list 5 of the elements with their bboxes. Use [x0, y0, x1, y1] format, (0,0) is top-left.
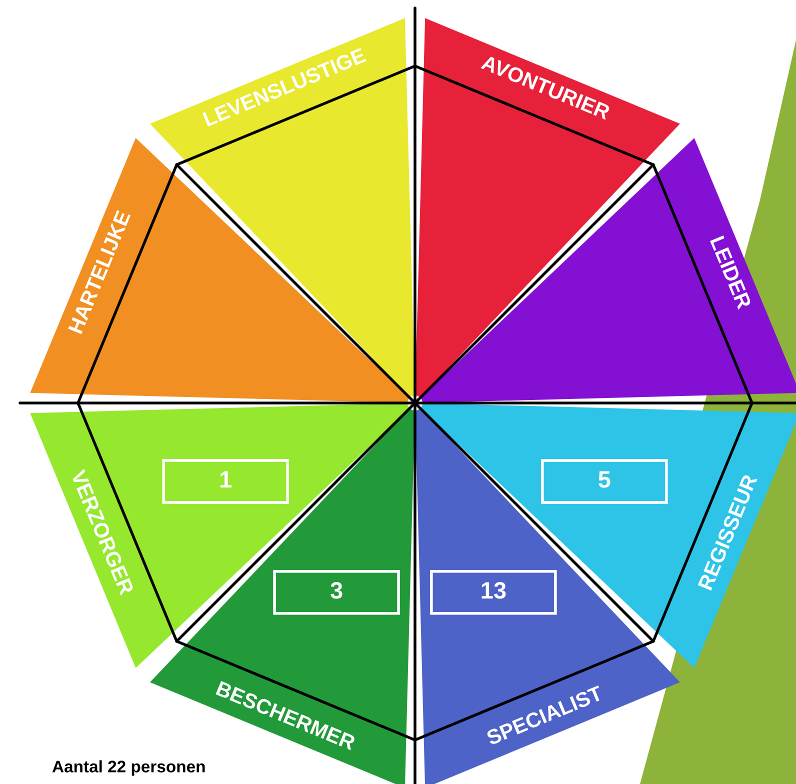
data-label: 1 — [220, 471, 232, 488]
data-label: 3 — [330, 582, 342, 599]
text: Aantal 22 personen — [52, 760, 205, 776]
data-label: 13 — [482, 582, 506, 599]
data-label: 5 — [598, 471, 610, 488]
